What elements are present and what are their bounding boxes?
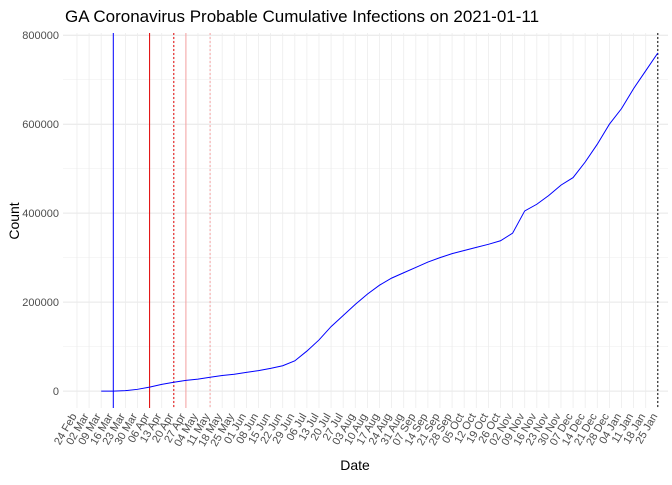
y-tick-label: 0 [53,386,59,398]
y-tick-label: 800000 [22,30,59,42]
y-tick-label: 600000 [22,119,59,131]
data-line [101,52,659,392]
chart-title: GA Coronavirus Probable Cumulative Infec… [65,7,539,26]
y-tick-label: 200000 [22,297,59,309]
y-tick-label: 400000 [22,208,59,220]
x-axis-label: Date [340,457,370,473]
y-axis-label: Count [6,202,22,239]
